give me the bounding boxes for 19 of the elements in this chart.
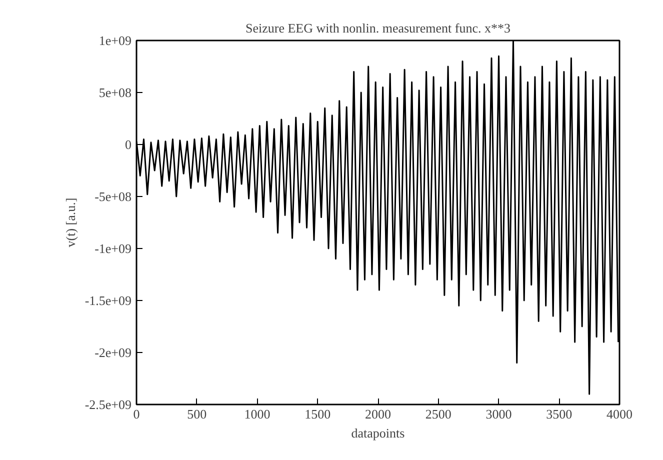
x-tick-label: 2000 [365, 406, 391, 422]
chart-title: Seizure EEG with nonlin. measurement func. x**3 [246, 20, 511, 36]
x-tick-label: 3000 [486, 406, 512, 422]
x-tick-label: 4000 [606, 406, 632, 422]
y-tick-label: -1e+09 [94, 241, 132, 256]
y-tick-label: 5e+08 [98, 85, 132, 100]
y-tick-label: -2e+09 [94, 345, 132, 360]
x-tick-label: 500 [187, 406, 207, 422]
x-axis-title: datapoints [351, 426, 405, 440]
y-tick-label: 1e+09 [98, 33, 132, 48]
y-tick-label: -2.5e+09 [84, 397, 132, 412]
x-tick-label: 2500 [425, 406, 452, 422]
y-axis-title: v(t) [a.u.] [62, 198, 78, 248]
y-tick-label: 0 [125, 137, 132, 152]
x-tick-label: 1000 [244, 406, 270, 422]
x-tick-label: 3500 [546, 406, 572, 422]
x-tick-label: 1500 [304, 406, 331, 422]
y-tick-label: -1.5e+09 [84, 293, 132, 308]
y-tick-label: -5e+08 [94, 189, 132, 204]
